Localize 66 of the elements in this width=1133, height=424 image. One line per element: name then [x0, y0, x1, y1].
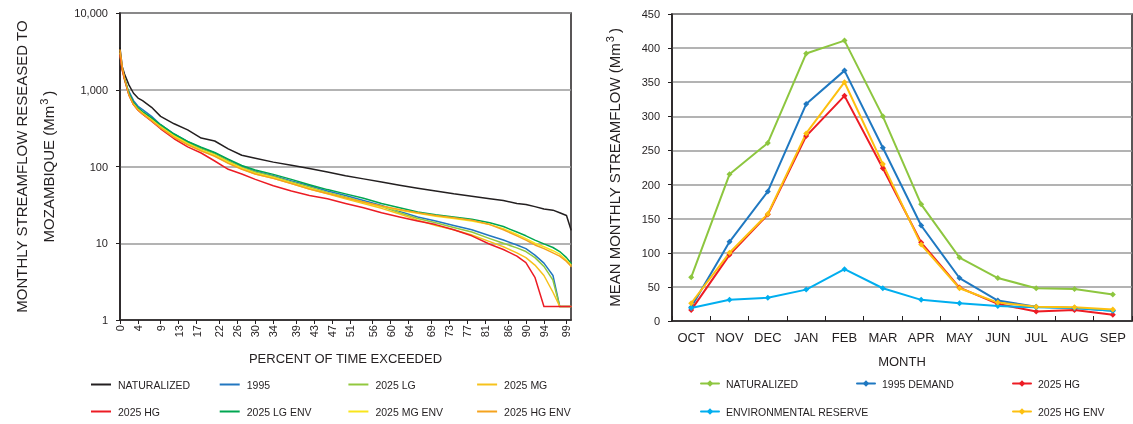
y-tick-label: 400	[641, 42, 660, 55]
y-tick-label: 100	[89, 160, 108, 173]
legend-label: 1995 DEMAND	[882, 377, 955, 390]
legend-label: 2025 LG ENV	[246, 405, 312, 418]
legend-label: 2025 HG ENV	[1038, 405, 1105, 418]
x-tick-label: JUN	[985, 330, 1011, 345]
x-tick-label: JUL	[1024, 330, 1048, 345]
x-tick-label: JAN	[793, 330, 819, 345]
y-tick-label: 10,000	[74, 7, 108, 19]
x-tick-label: APR	[907, 330, 935, 345]
y-tick-label: 1	[101, 314, 108, 326]
x-tick-label: AUG	[1060, 330, 1089, 345]
x-tick-label: NOV	[715, 330, 744, 345]
y-tick-label: 250	[641, 144, 660, 157]
legend-label: 2025 MG	[504, 378, 548, 391]
x-axis-title: PERCENT OF TIME EXCEEDED	[248, 351, 443, 366]
x-tick-label: 86	[501, 325, 514, 338]
x-tick-label: 64	[402, 325, 415, 338]
x-tick-label: 47	[325, 325, 338, 338]
x-tick-label: 81	[479, 325, 492, 338]
x-tick-label: 69	[425, 325, 438, 338]
y-tick-label: 450	[641, 8, 660, 20]
x-tick-label: 0	[114, 325, 126, 332]
x-tick-label: 94	[537, 325, 550, 338]
x-tick-label: 34	[267, 325, 280, 338]
legend-label: 1995	[246, 378, 271, 391]
y-tick-label: 50	[647, 280, 660, 293]
x-tick-label: 43	[307, 325, 320, 338]
y-tick-label: 300	[641, 110, 660, 123]
x-tick-label: 9	[154, 325, 167, 332]
y-axis-title: MEAN MONTHLY STREAMFLOW (Mm3)	[604, 28, 623, 307]
legend-label: 2025 MG ENV	[375, 405, 444, 418]
x-tick-label: 13	[172, 325, 185, 338]
x-tick-label: 99	[560, 325, 573, 338]
x-tick-label: FEB	[831, 330, 858, 345]
legend-label: ENVIRONMENTAL RESERVE	[726, 405, 869, 418]
legend-label: 2025 HG	[118, 405, 161, 418]
x-tick-label: 90	[519, 325, 532, 338]
x-tick-label: 56	[366, 325, 379, 338]
x-tick-label: 60	[384, 325, 397, 338]
y-tick-label: 350	[641, 76, 660, 89]
x-tick-label: 30	[249, 325, 262, 338]
legend-label: NATURALIZED	[118, 378, 191, 391]
y-tick-label: 1,000	[80, 83, 108, 96]
x-tick-label: 73	[443, 325, 456, 338]
x-tick-label: DEC	[754, 330, 782, 345]
legend-label: NATURALIZED	[726, 377, 799, 390]
y-tick-label: 100	[641, 246, 660, 259]
y-tick-label: 150	[641, 212, 660, 225]
x-tick-label: 22	[213, 325, 226, 338]
legend-label: 2025 HG ENV	[504, 405, 571, 418]
x-tick-label: MAR	[868, 330, 898, 345]
legend-label: 2025 HG	[1038, 377, 1081, 390]
x-tick-label: 17	[190, 325, 203, 338]
x-tick-label: SEP	[1099, 330, 1126, 345]
x-tick-label: 39	[289, 325, 302, 338]
x-tick-label: 77	[461, 325, 474, 338]
x-tick-label: 26	[231, 325, 244, 338]
x-tick-label: 51	[344, 325, 357, 338]
x-tick-label: OCT	[677, 330, 705, 345]
y-tick-label: 200	[641, 178, 660, 191]
x-axis-title: MONTH	[878, 354, 926, 369]
legend-label: 2025 LG	[375, 378, 416, 391]
y-tick-label: 10	[95, 237, 108, 250]
x-tick-label: MAY	[945, 330, 974, 345]
x-tick-label: 4	[132, 325, 145, 332]
